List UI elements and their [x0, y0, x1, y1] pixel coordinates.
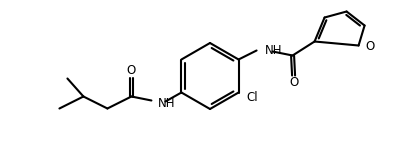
Text: O: O: [366, 40, 375, 53]
Text: O: O: [289, 76, 298, 89]
Text: O: O: [127, 64, 136, 77]
Text: NH: NH: [158, 97, 175, 110]
Text: Cl: Cl: [247, 91, 258, 104]
Text: NH: NH: [265, 44, 282, 57]
